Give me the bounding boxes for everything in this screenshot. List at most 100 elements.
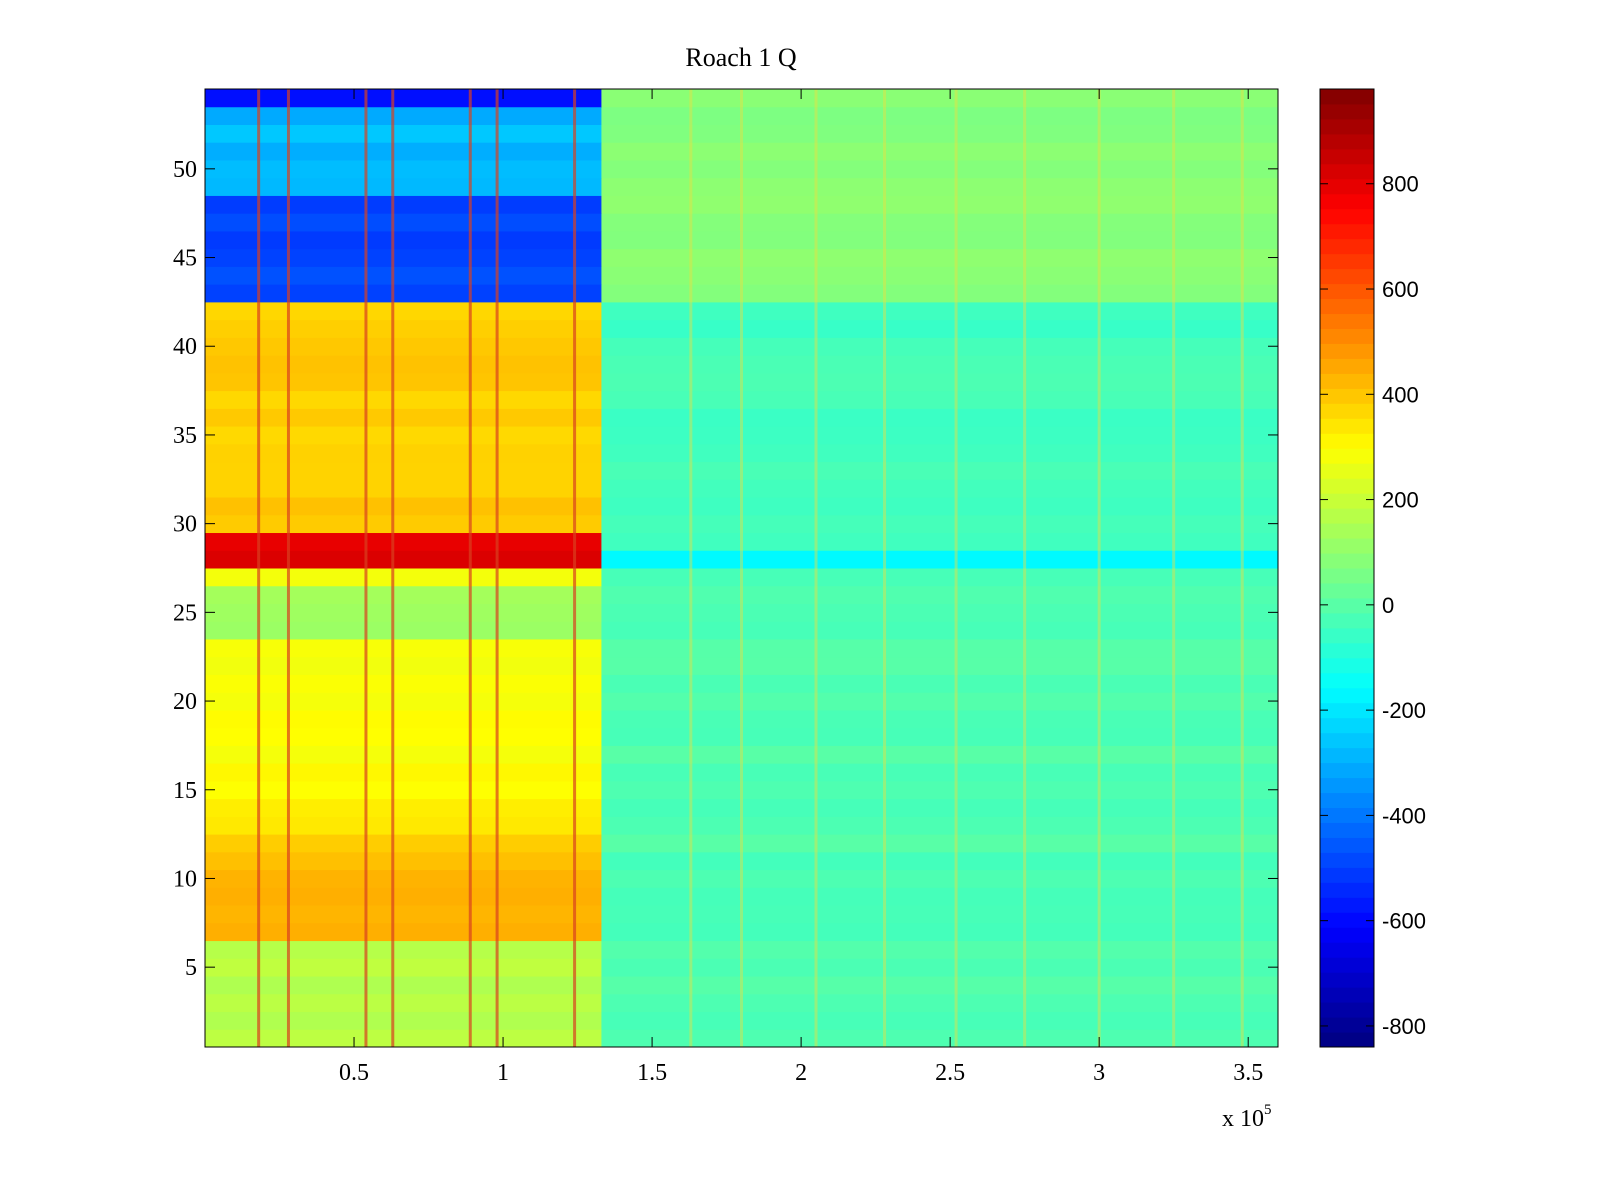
heatmap-cell [601, 780, 1278, 800]
heatmap-cell [601, 993, 1278, 1013]
y-tick-label: 35 [173, 423, 197, 449]
heatmap-cell [601, 89, 1278, 108]
colorbar-segment [1320, 463, 1374, 479]
colorbar-segment [1320, 807, 1374, 823]
heatmap-cell [601, 763, 1278, 782]
heatmap-cell [601, 408, 1278, 427]
heatmap-cell [601, 798, 1278, 817]
colorbar-segment [1320, 388, 1374, 404]
colorbar-segment [1320, 972, 1374, 988]
vertical-stripes [257, 89, 1244, 1047]
heatmap-cell [601, 284, 1278, 303]
heatmap-cell [601, 372, 1278, 392]
heatmap-cell [601, 603, 1278, 622]
colorbar-segment [1320, 508, 1374, 524]
y-tick-label: 30 [173, 512, 197, 538]
y-tick-label: 5 [185, 955, 197, 981]
colorbar-segment [1320, 777, 1374, 794]
heatmap-cell [205, 159, 602, 179]
heatmap-cell [205, 905, 602, 924]
heatmap-cell [205, 532, 602, 551]
colorbar-tick-label: 600 [1382, 277, 1419, 302]
plot-frame [204, 88, 1279, 1048]
colorbar-segment [1320, 822, 1374, 838]
colorbar-tick-label: -400 [1382, 803, 1426, 828]
colorbar-tick-label: -200 [1382, 698, 1426, 723]
vertical-stripe [257, 89, 261, 1047]
colorbar-segment [1320, 612, 1374, 629]
colorbar-segment [1320, 178, 1374, 195]
heatmap-cell [601, 834, 1278, 853]
vertical-stripe [883, 89, 887, 1047]
heatmap-cell [205, 585, 602, 604]
colorbar-segment [1320, 882, 1374, 898]
heatmap-cell [601, 709, 1278, 729]
heatmap-cell [205, 106, 602, 125]
vertical-stripe [364, 89, 368, 1047]
colorbar-segment [1320, 597, 1374, 614]
colorbar-segment [1320, 418, 1374, 434]
y-tick-label: 40 [173, 334, 197, 360]
heatmap-cell [205, 301, 602, 321]
colorbar-tick-label: 800 [1382, 172, 1419, 197]
heatmap-cell [205, 798, 602, 817]
heatmap-cell [205, 319, 602, 338]
colorbar-segment [1320, 118, 1374, 135]
vertical-stripe [954, 89, 958, 1047]
heatmap-cell [205, 284, 602, 303]
colorbar-segment [1320, 208, 1374, 225]
colorbar-segment [1320, 762, 1374, 779]
heatmap-cell [205, 674, 602, 693]
vertical-stripe [740, 89, 743, 1047]
heatmap-cell [601, 266, 1278, 285]
colorbar-segment [1320, 852, 1374, 868]
colorbar-tick-label: 400 [1382, 382, 1419, 407]
colorbar-segment [1320, 89, 1374, 105]
heatmap-cell [601, 461, 1278, 480]
colorbar-segment [1320, 298, 1374, 315]
colorbar-segment [1320, 163, 1374, 180]
colorbar-segment [1320, 912, 1374, 928]
heatmap-cell [601, 195, 1278, 214]
colorbar-tick-label: -600 [1382, 909, 1426, 934]
vertical-stripe [1240, 89, 1244, 1047]
colorbar-ticks: -800 -600 -400 -200 0 200 400 600 800 [1320, 172, 1426, 1039]
heatmap-cell [601, 1029, 1278, 1048]
x-tick-label: 0.5 [339, 1060, 369, 1086]
heatmap-cell [601, 887, 1278, 906]
colorbar-segment [1320, 627, 1374, 644]
heatmap-cell [205, 372, 602, 392]
heatmap-cell [601, 727, 1278, 746]
heatmap-cell [205, 851, 602, 871]
colorbar-segment [1320, 687, 1374, 704]
heatmap-cell [205, 603, 602, 622]
heatmap-cell [205, 1029, 602, 1048]
heatmap-cell [205, 816, 602, 835]
heatmap-cell [601, 585, 1278, 604]
y-axis-ticks: 5 10 15 20 25 30 35 40 45 50 [173, 157, 1278, 981]
colorbar-segment [1320, 867, 1374, 883]
heatmap-cell [601, 958, 1278, 977]
heatmap-cell [205, 443, 602, 463]
colorbar-segment [1320, 148, 1374, 165]
heatmap-cell [205, 390, 602, 409]
colorbar-segment [1320, 657, 1374, 674]
colorbar-segment [1320, 702, 1374, 719]
y-tick-label: 20 [173, 689, 197, 715]
heatmap-cell [205, 745, 602, 764]
heatmap-cell [601, 976, 1278, 995]
heatmap-cell [601, 550, 1278, 569]
colorbar-segment [1320, 478, 1374, 494]
colorbar-segment [1320, 897, 1374, 913]
x-tick-label: 1 [497, 1060, 509, 1086]
heatmap-cell [205, 834, 602, 853]
heatmap-cell [205, 958, 602, 977]
x-tick-label: 3 [1093, 1060, 1105, 1086]
heatmap-cell [205, 727, 602, 746]
colorbar-tick-label: 0 [1382, 593, 1394, 618]
heatmap-cell [205, 337, 602, 356]
heatmap-cell [205, 940, 602, 959]
heatmap-cell [205, 692, 602, 711]
heatmap-cell [601, 319, 1278, 338]
colorbar-segment [1320, 283, 1374, 300]
